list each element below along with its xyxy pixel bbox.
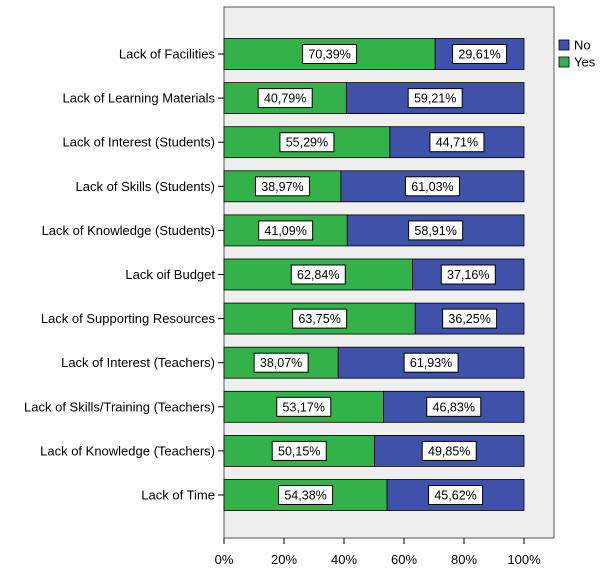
- data-label-box: [254, 176, 310, 197]
- data-label: 41,09%: [264, 224, 306, 238]
- data-label: 54,38%: [284, 489, 326, 503]
- data-label-box: [407, 88, 463, 109]
- data-label-box: [279, 132, 335, 153]
- data-label-box: [292, 308, 348, 329]
- data-label-box: [278, 485, 334, 505]
- category-label: Lack of Skills/Training (Teachers): [24, 399, 215, 414]
- bar-segment-no: [345, 82, 525, 114]
- data-label: 50,15%: [278, 444, 320, 458]
- x-tick-label: 20%: [271, 552, 297, 567]
- data-label: 55,29%: [286, 136, 328, 150]
- data-label-box: [442, 308, 498, 329]
- category-label: Lack of Time: [141, 488, 215, 503]
- data-label: 38,07%: [260, 356, 302, 370]
- data-label-box: [403, 352, 459, 373]
- data-label: 61,93%: [410, 356, 452, 370]
- data-label: 59,21%: [414, 92, 456, 106]
- legend: No Yes: [558, 38, 596, 70]
- data-label-box: [421, 440, 477, 461]
- x-tick-label: 100%: [507, 552, 541, 567]
- data-label-box: [440, 264, 496, 285]
- category-label: Lack of Skills (Students): [76, 179, 215, 194]
- legend-label: No: [574, 38, 591, 53]
- category-label: Lack of Supporting Resources: [41, 311, 216, 326]
- data-label: 29,61%: [458, 48, 500, 62]
- data-label-box: [271, 440, 327, 461]
- legend-label: Yes: [574, 55, 596, 70]
- data-label-box: [302, 44, 358, 64]
- data-label: 38,97%: [261, 180, 303, 194]
- category-label: Lack of Facilities: [119, 47, 216, 62]
- category-labels: Lack of Facilities Lack of Learning Mater…: [24, 47, 224, 503]
- data-label: 49,85%: [428, 444, 470, 458]
- data-label-box: [452, 44, 508, 64]
- data-label-box: [257, 88, 313, 109]
- category-label: Lack oif Budget: [125, 267, 215, 282]
- x-tick-label: 0%: [215, 552, 234, 567]
- data-label-box: [428, 485, 484, 505]
- data-label: 45,62%: [434, 489, 476, 503]
- data-label: 53,17%: [283, 400, 325, 414]
- data-label: 40,79%: [264, 92, 306, 106]
- data-label-box: [404, 176, 460, 197]
- category-label: Lack of Interest (Students): [63, 135, 215, 150]
- data-label-box: [426, 396, 482, 417]
- category-label: Lack of Knowledge (Students): [42, 223, 215, 238]
- legend-swatch-no: [558, 39, 570, 51]
- data-label: 37,16%: [447, 268, 489, 282]
- data-label: 62,84%: [297, 268, 339, 282]
- category-label: Lack of Interest (Teachers): [61, 355, 215, 370]
- category-label: Lack of Knowledge (Teachers): [40, 443, 215, 458]
- x-tick-label: 80%: [451, 552, 477, 567]
- x-axis: 0% 20% 40% 60% 80% 100%: [215, 538, 541, 567]
- bars-group: 70,39% 29,61% 40,79% 59,21% 55,29% 44,71% 38,9…: [223, 38, 525, 511]
- data-label: 61,03%: [411, 180, 453, 194]
- data-label: 46,83%: [433, 400, 475, 414]
- x-tick-label: 40%: [331, 552, 357, 567]
- data-label: 70,39%: [308, 48, 350, 62]
- legend-swatch-yes: [558, 56, 570, 68]
- data-label-box: [290, 264, 346, 285]
- data-label-box: [276, 396, 332, 417]
- x-tick-label: 60%: [391, 552, 417, 567]
- category-label: Lack of Learning Materials: [63, 91, 216, 106]
- data-label: 36,25%: [448, 312, 490, 326]
- data-label: 63,75%: [298, 312, 340, 326]
- data-label-box: [258, 220, 314, 241]
- data-label-box: [253, 352, 309, 373]
- data-label-box: [429, 132, 485, 153]
- data-label: 44,71%: [436, 136, 478, 150]
- data-label-box: [408, 220, 464, 241]
- data-label: 58,91%: [414, 224, 456, 238]
